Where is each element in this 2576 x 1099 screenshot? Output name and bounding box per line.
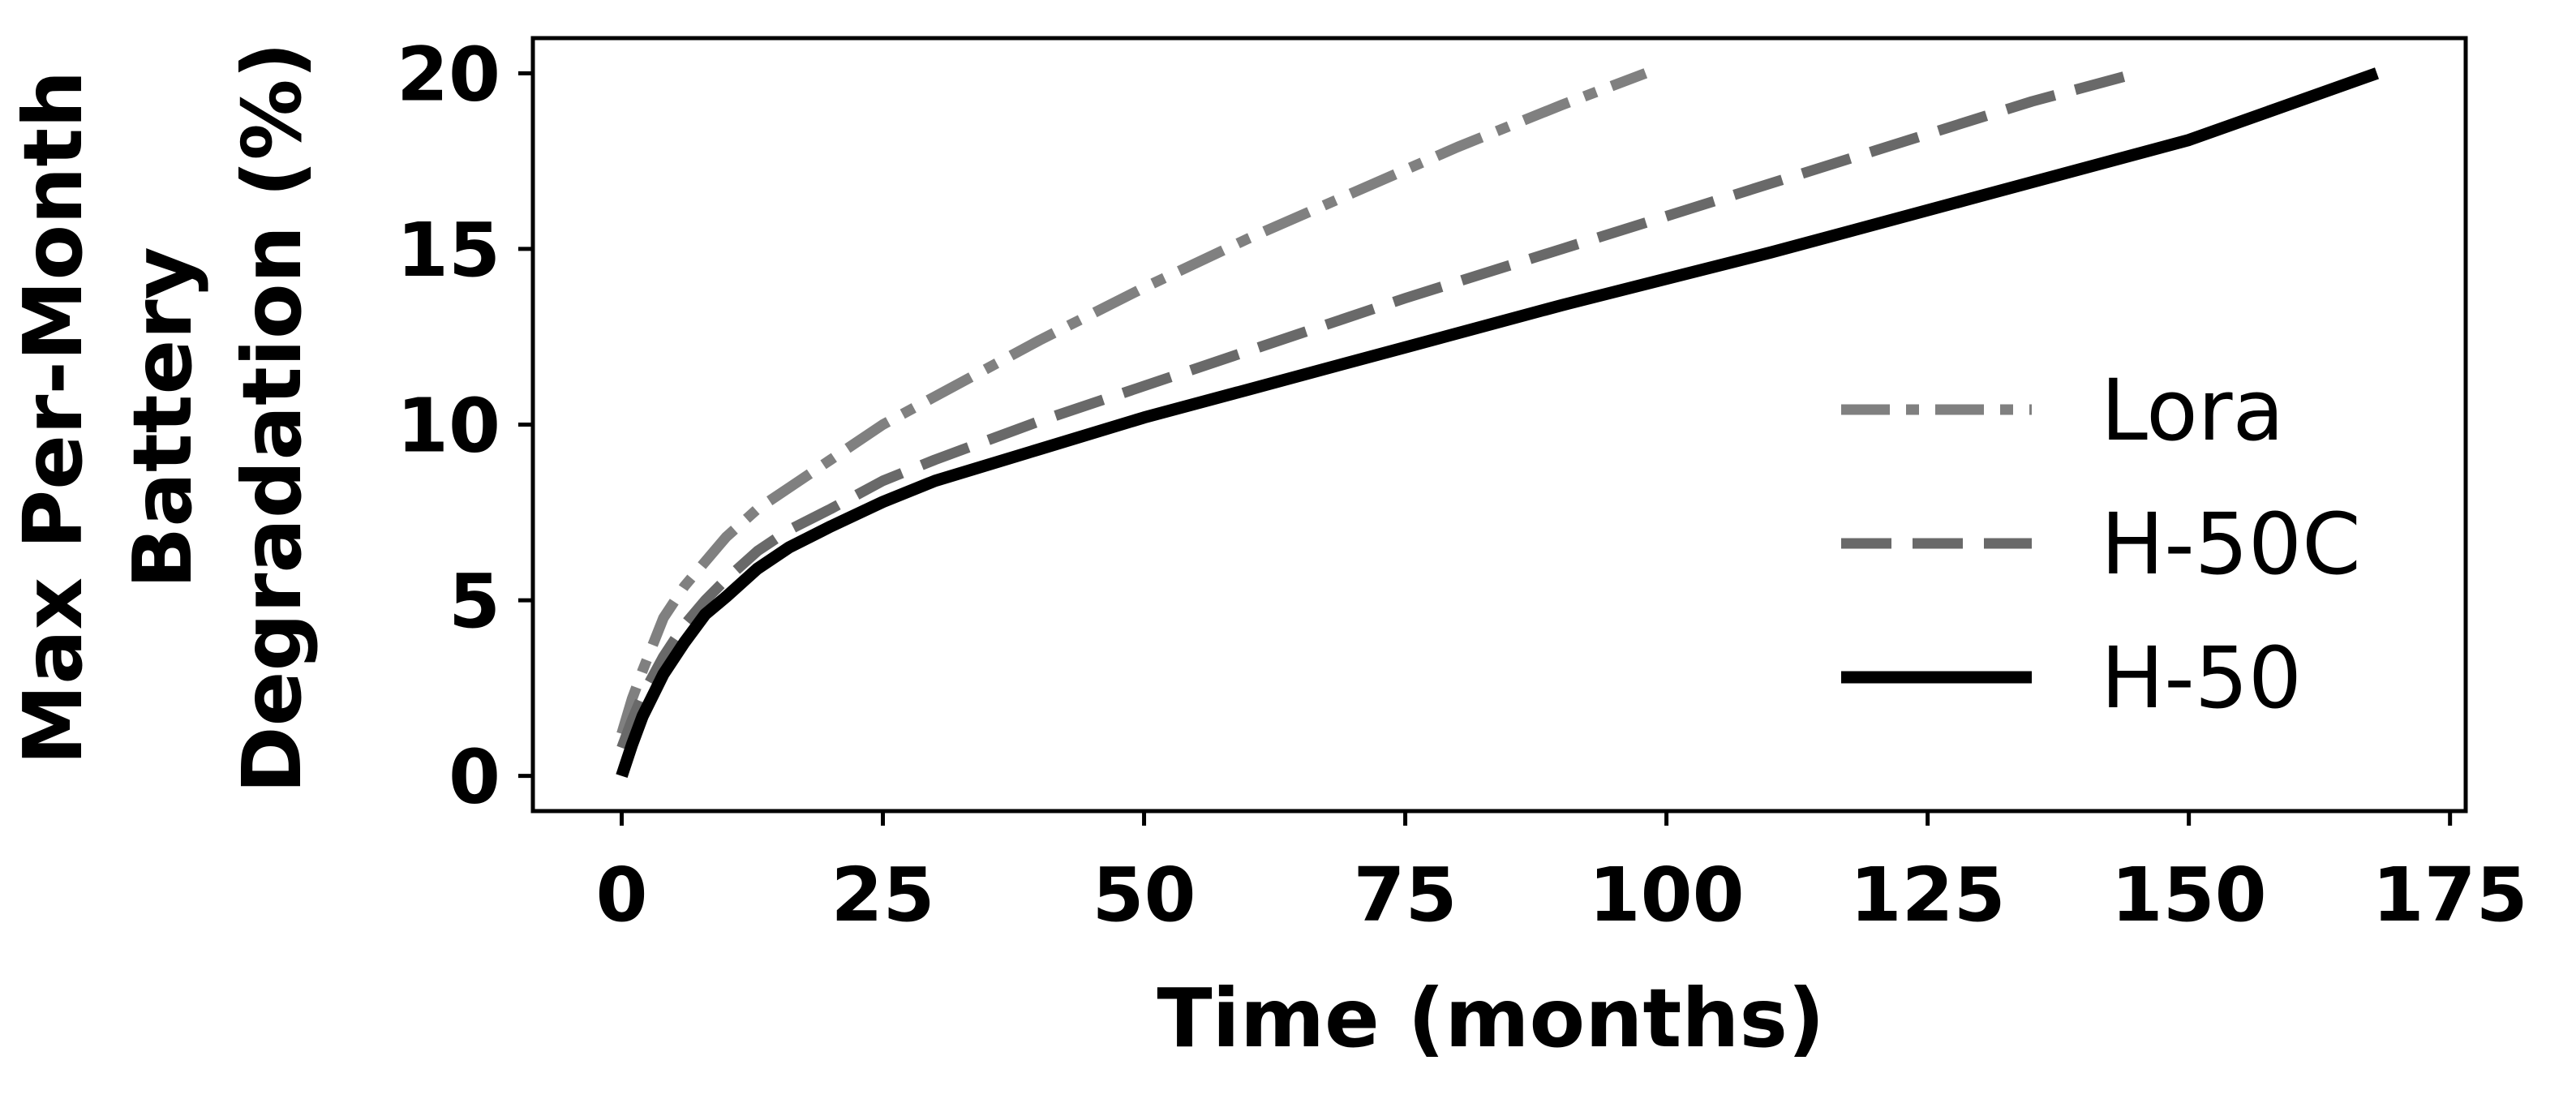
x-tick-label: 0	[595, 852, 647, 938]
y-tick-label: 5	[449, 558, 500, 645]
y-tick-label: 0	[449, 734, 500, 821]
y-axis-title-line-3: Degradation (%)	[225, 42, 320, 794]
legend-label-h-50c: H-50C	[2101, 495, 2361, 594]
y-axis-title-line-1: Max Per-Month	[6, 71, 101, 766]
legend-label-lora: Lora	[2101, 361, 2284, 460]
plot-frame	[530, 36, 2468, 814]
legend-label-h-50: H-50	[2101, 629, 2302, 728]
legend: Lora H-50C H-50	[1841, 361, 2361, 728]
series-group	[616, 67, 2380, 779]
x-tick-label: 150	[2111, 852, 2267, 938]
x-tick-label: 25	[831, 852, 935, 938]
x-tick-label: 75	[1354, 852, 1458, 938]
y-axis-title-line-2: Battery	[115, 247, 210, 589]
x-tick-label: 100	[1589, 852, 1745, 938]
x-tick-label: 125	[1850, 852, 2006, 938]
y-tick-label: 15	[397, 207, 500, 294]
y-tick-label: 10	[397, 383, 500, 470]
y-axis-title: Max Per-Month Battery Degradation (%)	[6, 42, 320, 794]
x-axis-title: Time (months)	[1157, 971, 1824, 1066]
y-tick-label: 20	[397, 31, 500, 118]
x-tick-label: 50	[1093, 852, 1196, 938]
series-line-lora	[616, 68, 1648, 736]
x-tick-label: 175	[2372, 852, 2528, 938]
series-line-h-50	[616, 67, 2380, 779]
series-line-h-50c	[616, 68, 2138, 750]
y-axis-ticks: 0 5 10 15 20	[397, 31, 533, 821]
x-axis-ticks: 0 25 50 75 100 125 150 175	[595, 811, 2528, 938]
